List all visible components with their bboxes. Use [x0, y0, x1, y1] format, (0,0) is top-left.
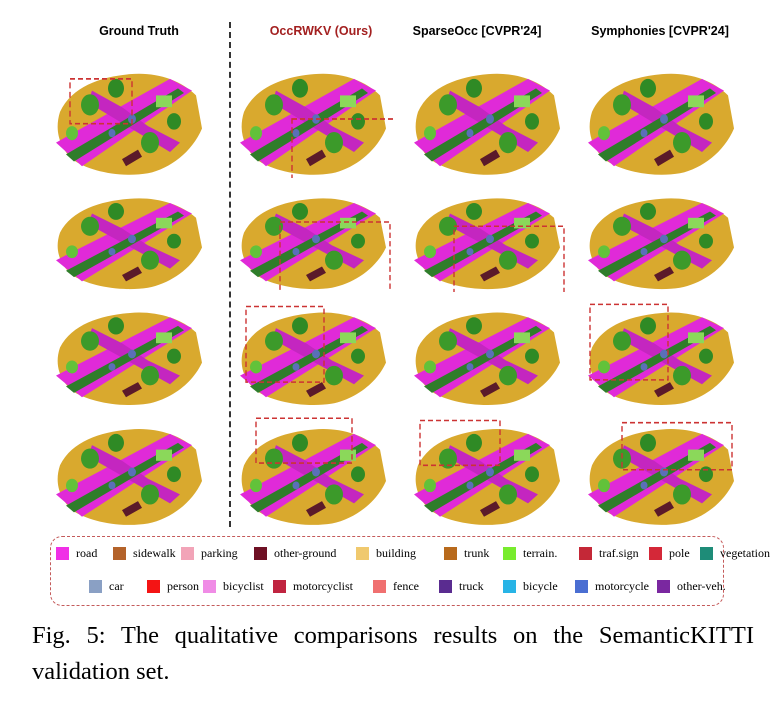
scene-thumbnail	[414, 73, 560, 175]
legend: road sidewalk parking other-ground building t…	[50, 536, 770, 606]
legend-label: fence	[393, 579, 419, 593]
legend-label: car	[109, 579, 124, 593]
column-header-occrwkv: OccRWKV (Ours)	[269, 24, 373, 38]
legend-label: trunk	[464, 546, 490, 560]
legend-item: fence	[373, 579, 419, 594]
legend-item: road	[56, 546, 97, 561]
legend-item: terrain.	[503, 546, 557, 561]
column-header-symphonies: Symphonies [CVPR'24]	[591, 24, 729, 38]
legend-label: terrain.	[523, 546, 558, 560]
legend-item: other-veh.	[657, 579, 726, 594]
legend-label: bicyclist	[223, 579, 264, 593]
scene-thumbnail	[588, 303, 734, 406]
legend-label: parking	[201, 546, 238, 560]
column-divider	[229, 22, 231, 527]
legend-swatch	[113, 547, 126, 560]
legend-swatch	[439, 580, 452, 593]
legend-item: trunk	[444, 546, 489, 561]
legend-label: building	[376, 546, 417, 560]
legend-swatch	[579, 547, 592, 560]
scene-thumbnail	[240, 305, 386, 406]
legend-label: truck	[459, 579, 484, 593]
legend-swatch	[89, 580, 102, 593]
legend-swatch	[203, 580, 216, 593]
column-header-ground-truth: Ground Truth	[99, 24, 179, 38]
scene-thumbnail	[240, 198, 391, 292]
legend-item: bicyclist	[203, 579, 264, 594]
legend-item: truck	[439, 579, 484, 594]
legend-label: other-veh.	[677, 579, 726, 593]
legend-swatch	[254, 547, 267, 560]
legend-label: motorcyclist	[293, 579, 353, 593]
scene-thumbnail	[588, 198, 734, 290]
column-header-sparseocc: SparseOcc [CVPR'24]	[412, 24, 542, 38]
legend-item: building	[356, 546, 416, 561]
legend-item: person	[147, 579, 199, 594]
highlight-box	[291, 118, 396, 178]
legend-swatch	[181, 547, 194, 560]
legend-item: other-ground	[254, 546, 336, 561]
scene-thumbnail	[56, 198, 202, 290]
legend-swatch	[273, 580, 286, 593]
highlight-box	[621, 421, 733, 471]
scene-thumbnail	[56, 429, 202, 525]
legend-item: vegetation	[700, 546, 770, 561]
legend-label: motorcycle	[595, 579, 649, 593]
legend-label: road	[76, 546, 98, 560]
scene-thumbnail	[56, 312, 202, 406]
legend-swatch	[503, 547, 516, 560]
scene-thumbnail	[56, 73, 202, 175]
legend-item: bicycle	[503, 579, 558, 594]
legend-label: other-ground	[274, 546, 337, 560]
legend-swatch	[657, 580, 670, 593]
legend-item: traf.sign	[579, 546, 639, 561]
legend-item: car	[89, 579, 124, 594]
highlight-box	[419, 419, 501, 467]
legend-swatch	[649, 547, 662, 560]
legend-item: sidewalk	[113, 546, 176, 561]
legend-swatch	[700, 547, 713, 560]
legend-label: traf.sign	[599, 546, 639, 560]
legend-swatch	[356, 547, 369, 560]
legend-swatch	[503, 580, 516, 593]
highlight-box	[255, 417, 353, 464]
legend-item: motorcyclist	[273, 579, 353, 594]
highlight-box	[69, 78, 133, 125]
legend-swatch	[147, 580, 160, 593]
scene-thumbnail	[414, 198, 565, 292]
legend-swatch	[373, 580, 386, 593]
legend-item: parking	[181, 546, 238, 561]
scene-thumbnail	[588, 421, 734, 525]
scene-thumbnail	[414, 419, 560, 525]
legend-label: vegetation	[720, 546, 770, 560]
figure-caption: Fig. 5: The qualitative comparisons resu…	[32, 622, 754, 685]
scene-thumbnail	[414, 312, 560, 406]
legend-item: pole	[649, 546, 690, 561]
highlight-box	[245, 305, 325, 383]
scene-thumbnail	[240, 73, 396, 178]
legend-label: bicycle	[523, 579, 558, 593]
legend-swatch	[56, 547, 69, 560]
legend-item: motorcycle	[575, 579, 649, 594]
legend-label: sidewalk	[133, 546, 176, 560]
legend-label: person	[167, 579, 199, 593]
legend-label: pole	[669, 546, 690, 560]
scene-thumbnail	[588, 73, 734, 175]
scene-thumbnail	[240, 417, 386, 525]
legend-swatch	[444, 547, 457, 560]
legend-swatch	[575, 580, 588, 593]
